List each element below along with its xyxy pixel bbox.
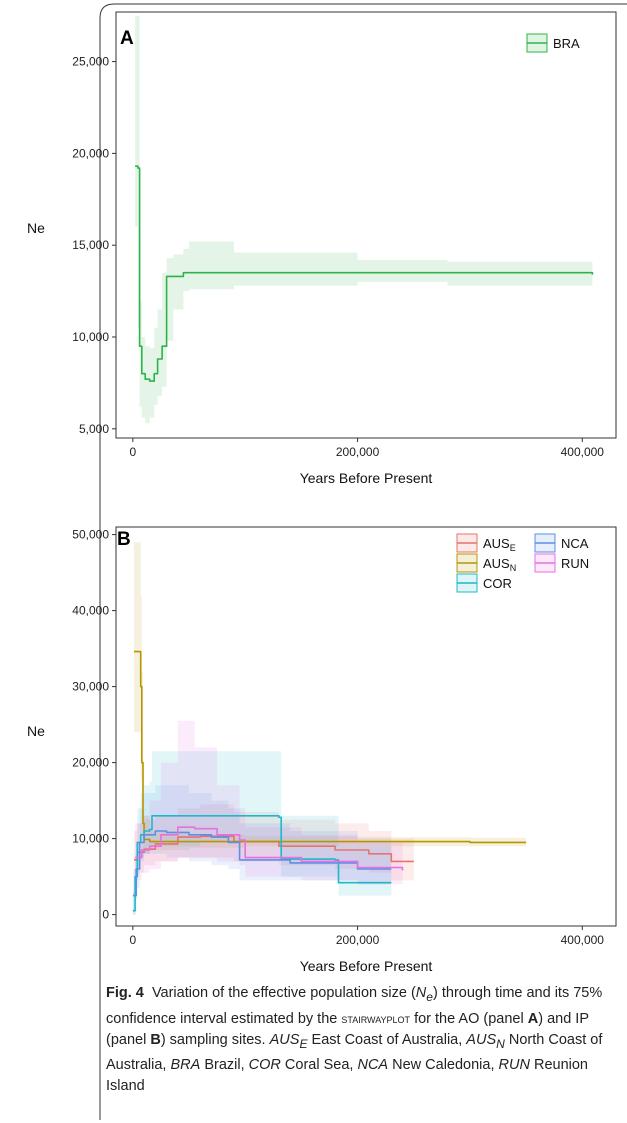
abbr-aus-n: AUS: [466, 1031, 497, 1048]
plot-area: [115, 526, 617, 927]
legend-item-bra: BRA: [526, 33, 580, 53]
y-tick-label: 40,000: [72, 604, 109, 618]
series-line-run: [135, 826, 404, 871]
caption-text: Coral Sea,: [280, 1056, 358, 1073]
y-tick-label: 25,000: [72, 55, 109, 69]
caption-text: ) through time and its 75% confidence in…: [106, 985, 603, 1027]
panel-label: A: [120, 28, 134, 49]
x-tick-label: 200,000: [336, 445, 380, 459]
legend-subscript: N: [510, 563, 517, 573]
abbr-run: RUN: [498, 1056, 530, 1073]
caption-text: for the AO (panel: [410, 1010, 528, 1027]
caption-text: East Coast of Australia,: [307, 1031, 467, 1048]
abbr-sub-n: N: [496, 1036, 505, 1051]
panel-a: 5,000 10,000 15,000 20,000 25,000 0 200,000 400…: [27, 11, 617, 486]
panel-b: 0 10,000 20,000 30,000 40,000 50,000 0 200,000 4…: [27, 526, 617, 974]
ne-subscript: e: [426, 989, 433, 1004]
caption-text: ) sampling sites.: [160, 1031, 270, 1048]
legend-label-aus-n: AUSN: [483, 556, 516, 573]
legend-name: RUN: [561, 556, 589, 571]
legend-label-aus-e: AUSE: [483, 536, 516, 553]
y-tick-label: 20,000: [72, 756, 109, 770]
y-tick-label: 30,000: [72, 680, 109, 694]
figure-border: [99, 3, 627, 1120]
series-line-nca: [132, 830, 392, 897]
legend-item-aus-n: AUSN: [456, 553, 516, 573]
panel-ref-a: A: [527, 1010, 539, 1027]
legend-name: COR: [483, 576, 512, 591]
legend-name: AUS: [483, 556, 510, 571]
method-name: stairwayplot: [341, 1010, 411, 1026]
abbr-nca: NCA: [357, 1056, 389, 1073]
ci-band-run: [135, 720, 403, 886]
abbr-bra: BRA: [170, 1056, 201, 1073]
y-tick-label: 50,000: [72, 528, 109, 542]
ne-symbol: N: [415, 985, 427, 1001]
plot-area: [115, 11, 617, 439]
legend-label-cor: COR: [483, 576, 512, 591]
x-tick-label: 400,000: [561, 933, 605, 947]
legend-name: BRA: [553, 36, 580, 51]
ci-band-cor: [132, 751, 392, 915]
y-tick-label: 10,000: [72, 832, 109, 846]
legend-item-aus-e: AUSE: [456, 533, 516, 553]
abbr-aus-e: AUS: [269, 1031, 300, 1048]
figure-number: Fig. 4: [106, 985, 144, 1001]
legend-item-cor: COR: [456, 573, 512, 593]
legend-label-bra: BRA: [553, 36, 580, 51]
x-tick-label: 0: [130, 933, 137, 947]
caption-text: Reunion Island: [106, 1056, 588, 1094]
x-tick-label: 200,000: [336, 933, 380, 947]
series-line-bra: [135, 165, 594, 382]
legend-label-nca: NCA: [561, 536, 589, 551]
ci-band-nca: [132, 785, 392, 915]
x-axis-label: Years Before Present: [300, 470, 433, 486]
x-tick-label: 400,000: [561, 445, 605, 459]
figure-caption: Fig. 4 Variation of the effective popula…: [106, 983, 618, 1097]
panel-ref-b: B: [150, 1031, 161, 1048]
caption-text: North Coast of Australia,: [106, 1031, 603, 1073]
legend-label-run: RUN: [561, 556, 589, 571]
abbr-cor: COR: [248, 1056, 281, 1073]
legend-name: NCA: [561, 536, 589, 551]
panel-label: B: [117, 529, 131, 550]
y-tick-label: 15,000: [72, 238, 109, 252]
legend-item-nca: NCA: [534, 533, 589, 553]
y-tick-label: 5,000: [79, 422, 109, 436]
caption-text: ) and IP (panel: [106, 1010, 589, 1048]
y-axis-label: Ne: [27, 220, 45, 236]
abbr-sub-e: E: [299, 1036, 308, 1051]
y-tick-label: 10,000: [72, 330, 109, 344]
x-tick-label: 0: [130, 445, 137, 459]
x-axis-label: Years Before Present: [300, 958, 433, 974]
legend-name: AUS: [483, 536, 510, 551]
y-tick-label: 20,000: [72, 146, 109, 160]
y-tick-label: 0: [102, 908, 109, 922]
legend-subscript: E: [510, 543, 516, 553]
y-axis-label: Ne: [27, 723, 45, 739]
caption-text: Variation of the effective population si…: [151, 985, 416, 1001]
series-line-cor: [132, 815, 392, 912]
legend-item-run: RUN: [534, 553, 589, 573]
caption-text: Brazil,: [200, 1056, 249, 1073]
caption-text: New Caledonia,: [388, 1056, 499, 1073]
legend: BRA: [526, 33, 580, 53]
